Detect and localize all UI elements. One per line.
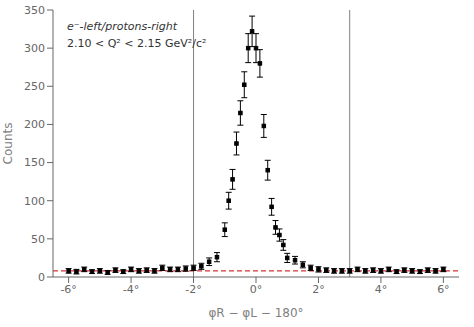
svg-text:200: 200 [24, 118, 45, 131]
svg-text:-6°: -6° [60, 283, 76, 296]
svg-text:150: 150 [24, 156, 45, 169]
svg-text:4°: 4° [375, 283, 388, 296]
svg-text:6°: 6° [437, 283, 450, 296]
svg-text:100: 100 [24, 195, 45, 208]
svg-text:-2°: -2° [185, 283, 201, 296]
html-text:e⁻-left/protons-right: e⁻-left/protons-right [67, 20, 178, 33]
svg-text:0°: 0° [250, 283, 263, 296]
svg-text:300: 300 [24, 42, 45, 55]
svg-text:Counts: Counts [8, 123, 15, 165]
html-text:2.10 < Q² < 2.15 GeV²/c²: 2.10 < Q² < 2.15 GeV²/c² [67, 37, 207, 50]
svg-text:2°: 2° [312, 283, 325, 296]
svg-text:0: 0 [38, 271, 45, 284]
svg-text:φR − φL − 180°: φR − φL − 180° [208, 306, 303, 320]
svg-text:250: 250 [24, 80, 45, 93]
svg-text:-4°: -4° [123, 283, 139, 296]
svg-text:350: 350 [24, 4, 45, 17]
svg-text:50: 50 [31, 233, 45, 246]
